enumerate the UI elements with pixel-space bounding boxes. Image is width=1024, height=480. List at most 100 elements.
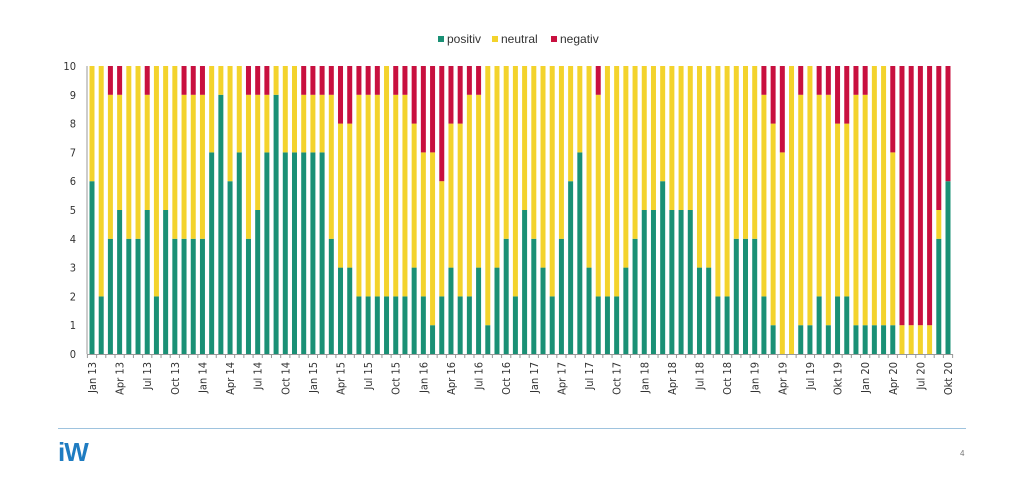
bar-segment-positiv [761, 296, 767, 354]
bar-segment-positiv [291, 152, 297, 354]
bar-segment-positiv [384, 296, 390, 354]
bar-segment-positiv [558, 238, 564, 354]
y-tick-label: 8 [70, 118, 76, 131]
bar-segment-positiv [411, 267, 417, 354]
legend-swatch-neutral [492, 36, 498, 42]
bar-segment-neutral [568, 66, 574, 182]
bar-segment-neutral [540, 66, 546, 268]
x-tick-label: Jan 14 [196, 362, 209, 394]
x-tick-label: Jan 20 [859, 362, 872, 394]
bar-segment-negativ [439, 66, 445, 182]
bar-segment-positiv [595, 296, 601, 354]
bar-segment-positiv [245, 238, 251, 354]
bar-segment-neutral [236, 66, 242, 153]
bar-segment-positiv [568, 181, 574, 354]
bar-segment-neutral [752, 66, 758, 239]
bar-segment-positiv [172, 238, 178, 354]
bar-segment-neutral [448, 123, 454, 268]
bar-segment-neutral [393, 94, 399, 297]
y-tick-label: 3 [70, 262, 76, 275]
bar-segment-neutral [163, 66, 169, 210]
bar-segment-neutral [558, 66, 564, 239]
bar-segment-negativ [328, 66, 334, 95]
bar-segment-positiv [844, 296, 850, 354]
bar-segment-negativ [264, 66, 270, 95]
bar-segment-neutral [623, 66, 629, 268]
bar-segment-positiv [476, 267, 482, 354]
bar-segment-positiv [503, 238, 509, 354]
bar-segment-neutral [98, 66, 104, 297]
bar-segment-neutral [485, 66, 491, 326]
bar-segment-neutral [457, 123, 463, 297]
bar-segment-negativ [420, 66, 426, 153]
bar-segment-neutral [310, 94, 316, 153]
bar-segment-positiv [328, 238, 334, 354]
bar-segment-positiv [163, 210, 169, 354]
bar-segment-neutral [503, 66, 509, 239]
bar-segment-neutral [439, 181, 445, 297]
bar-segment-neutral [89, 66, 95, 182]
bar-segment-positiv [126, 238, 132, 354]
bar-segment-negativ [457, 66, 463, 124]
bar-segment-neutral [245, 94, 251, 239]
bar-segment-neutral [825, 94, 831, 326]
bar-segment-neutral [770, 123, 776, 326]
y-tick-label: 2 [70, 290, 76, 303]
bar-segment-positiv [107, 238, 113, 354]
bar-segment-positiv [540, 267, 546, 354]
x-axis: Jan 13 Apr 13 Jul 13 Oct 13 Jan 14 Apr 14 Jul … [86, 354, 955, 395]
bar-segment-negativ [890, 66, 896, 153]
bar-segment-neutral [135, 66, 141, 239]
bar-segment-negativ [310, 66, 316, 95]
y-tick-label: 4 [70, 233, 76, 246]
bar-segment-neutral [835, 123, 841, 297]
bar-segment-negativ [245, 66, 251, 95]
legend-swatch-negativ [551, 36, 557, 42]
bar-segment-positiv [890, 325, 896, 354]
bar-segment-positiv [282, 152, 288, 354]
bar-segment-positiv [687, 210, 693, 354]
bar-segment-positiv [153, 296, 159, 354]
bar-segment-positiv [236, 152, 242, 354]
bar-segment-positiv [190, 238, 196, 354]
legend-swatch-positiv [438, 36, 444, 42]
bar-segment-neutral [209, 66, 215, 153]
bar-segment-negativ [466, 66, 472, 95]
legend: positiv neutral negativ [438, 32, 599, 46]
bar-segment-neutral [927, 325, 933, 354]
bar-segment-neutral [733, 66, 739, 239]
x-tick-label: Oct 18 [721, 362, 734, 395]
bar-segment-neutral [190, 94, 196, 239]
legend-label-neutral: neutral [501, 32, 538, 46]
bar-segment-positiv [660, 181, 666, 354]
bar-segment-neutral [789, 66, 795, 354]
bar-segment-negativ [199, 66, 205, 95]
x-tick-label: Jan 15 [307, 362, 320, 394]
y-tick-label: 7 [70, 146, 76, 159]
bar-segment-positiv [181, 238, 187, 354]
x-tick-label: Jan 19 [749, 362, 762, 394]
bar-segment-positiv [853, 325, 859, 354]
x-tick-label: Jul 18 [693, 362, 706, 391]
bar-segment-positiv [466, 296, 472, 354]
bar-segment-positiv [430, 325, 436, 354]
page-number: 4 [960, 449, 965, 458]
bar-segment-positiv [310, 152, 316, 354]
bar-segment-negativ [347, 66, 353, 124]
bar-segment-neutral [862, 94, 868, 326]
y-axis: 0 1 2 3 4 5 6 7 8 9 10 [63, 60, 88, 361]
x-tick-label: Jan 13 [86, 362, 99, 394]
bar-segment-neutral [117, 94, 123, 210]
y-tick-label: 6 [70, 175, 76, 188]
bar-segment-positiv [807, 325, 813, 354]
bar-segment-negativ [402, 66, 408, 95]
bar-segment-positiv [531, 238, 537, 354]
bar-segment-neutral [595, 94, 601, 297]
bar-segment-neutral [384, 66, 390, 297]
bar-segment-negativ [319, 66, 325, 95]
bar-segment-neutral [853, 94, 859, 326]
y-tick-label: 0 [70, 348, 76, 361]
bar-segment-positiv [512, 296, 518, 354]
bar-segment-positiv [227, 181, 233, 354]
